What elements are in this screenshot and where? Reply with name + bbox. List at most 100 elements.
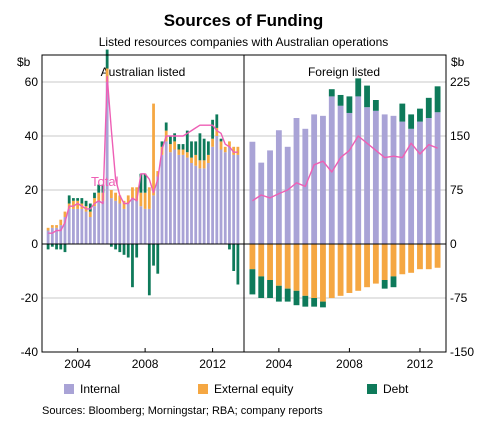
bar-debt [72, 198, 75, 201]
bar-internal [223, 152, 227, 244]
legend-label-internal: Internal [80, 382, 120, 396]
bar-equity [249, 244, 256, 270]
legend-label-debt: Debt [383, 382, 409, 396]
x-tick-label: 2008 [336, 357, 363, 371]
bar-debt [76, 198, 80, 201]
bar-internal [434, 112, 441, 245]
total-line [48, 75, 238, 234]
bar-internal [147, 208, 151, 244]
bar-internal [219, 149, 223, 244]
bar-debt [355, 78, 362, 97]
bar-internal [173, 149, 177, 244]
bar-equity [59, 219, 63, 226]
bar-debt [109, 244, 113, 247]
bar-debt [215, 114, 219, 128]
bar-debt [147, 244, 151, 296]
x-tick-label: 2004 [64, 357, 91, 371]
bar-debt [202, 138, 206, 161]
chart-subtitle: Listed resources companies with Australi… [99, 35, 389, 49]
bar-debt [126, 244, 130, 258]
bar-equity [109, 190, 113, 199]
bar-equity [219, 141, 223, 150]
bar-internal [293, 118, 300, 244]
bar-internal [215, 136, 219, 244]
bar-internal [381, 114, 388, 245]
bar-internal [169, 152, 172, 244]
bar-debt [156, 244, 160, 274]
bar-equity [328, 244, 335, 298]
bar-internal [181, 154, 185, 244]
bar-internal [152, 195, 155, 244]
bar-equity [399, 244, 406, 275]
bar-equity [206, 154, 210, 163]
bar-debt [390, 276, 397, 288]
bar-equity [118, 195, 122, 204]
bar-internal [164, 141, 168, 244]
bar-debt [249, 269, 256, 295]
bar-equity [105, 68, 109, 82]
bar-equity [355, 244, 362, 291]
right-y-axis-label: $b [451, 55, 465, 69]
bar-debt [293, 290, 300, 306]
bar-internal [67, 208, 71, 244]
bar-internal [88, 217, 92, 244]
bar-internal [232, 154, 236, 244]
bar-debt [135, 244, 139, 258]
bar-internal [177, 154, 181, 244]
bar-debt [206, 141, 210, 155]
bar-debt [55, 244, 58, 250]
bar-debt [284, 288, 291, 302]
bar-internal [364, 107, 370, 244]
bar-debt [88, 203, 92, 212]
bar-debt [105, 49, 109, 69]
panel-title-foreign: Foreign listed [308, 65, 380, 79]
bar-debt [114, 244, 117, 250]
bar-equity [114, 192, 117, 201]
y-tick-label: 0 [31, 237, 38, 251]
bar-internal [337, 105, 344, 244]
y-tick-label: -40 [21, 345, 39, 359]
bar-internal [228, 146, 231, 244]
bar-equity [139, 192, 143, 207]
bar-debt [219, 138, 223, 142]
bar-debt [50, 244, 54, 247]
bar-internal [126, 203, 130, 244]
bar-debt [190, 141, 193, 158]
bar-debt [346, 96, 353, 113]
bar-debt [160, 141, 164, 147]
legend-swatch-debt [367, 384, 377, 394]
bar-equity [198, 160, 202, 169]
bar-debt [372, 100, 379, 111]
x-tick-label: 2008 [132, 357, 159, 371]
legend-swatch-internal [64, 384, 74, 394]
bar-debt [258, 276, 265, 298]
bar-debt [177, 144, 181, 150]
bar-internal [109, 198, 113, 244]
panel-title-australian: Australian listed [101, 65, 186, 79]
bar-debt [63, 244, 67, 253]
bar-internal [135, 200, 139, 244]
bar-internal [417, 121, 423, 244]
bar-equity [425, 244, 432, 270]
bar-equity [372, 244, 379, 284]
bar-internal [320, 115, 326, 244]
y-tick-label: -150 [450, 345, 474, 359]
bar-debt [194, 141, 198, 155]
bar-equity [76, 200, 80, 209]
bar-equity [190, 157, 193, 163]
bar-debt [93, 192, 96, 199]
bar-equity [135, 187, 139, 201]
bar-equity [275, 244, 282, 286]
bar-equity [434, 244, 441, 268]
bar-internal [311, 114, 318, 245]
bar-debt [122, 244, 126, 255]
bar-equity [177, 149, 181, 155]
bar-internal [284, 146, 291, 244]
bar-debt [425, 97, 432, 118]
bar-debt [80, 198, 84, 204]
bar-internal [425, 118, 432, 244]
bar-debt [364, 85, 370, 108]
bar-equity [223, 146, 227, 153]
bar-internal [156, 176, 160, 244]
